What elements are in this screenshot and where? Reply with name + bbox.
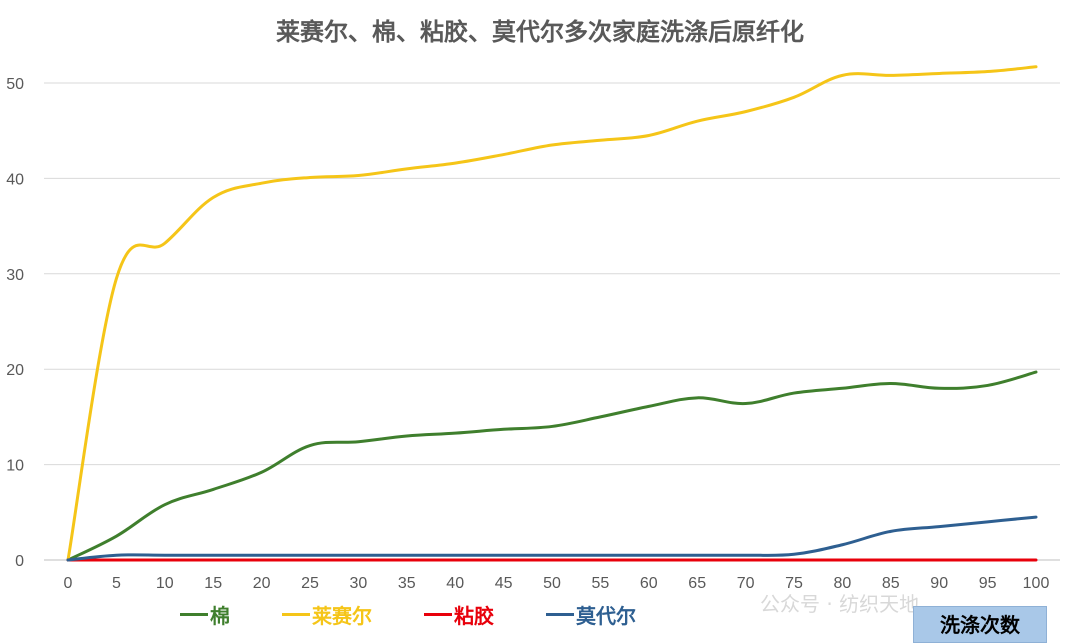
x-tick-label: 0	[64, 575, 73, 592]
y-tick-label: 30	[6, 267, 24, 284]
chart-title: 莱赛尔、棉、粘胶、莫代尔多次家庭洗涤后原纤化	[276, 18, 804, 46]
x-tick-label: 75	[785, 575, 803, 592]
chart-legend: 棉 莱赛尔 粘胶 莫代尔	[180, 600, 636, 629]
legend-swatch-viscose	[424, 613, 452, 616]
y-tick-label: 50	[6, 76, 24, 93]
legend-swatch-modal	[546, 613, 574, 616]
x-tick-label: 5	[112, 575, 121, 592]
x-tick-label: 55	[592, 575, 610, 592]
legend-label-modal: 莫代尔	[576, 604, 636, 628]
legend-item-viscose: 粘胶	[424, 600, 494, 629]
x-tick-label: 70	[737, 575, 755, 592]
y-tick-label: 0	[15, 553, 24, 570]
x-tick-label: 20	[253, 575, 271, 592]
legend-item-modal: 莫代尔	[546, 600, 636, 629]
x-tick-label: 60	[640, 575, 658, 592]
x-tick-label: 90	[930, 575, 948, 592]
line-chart: 0 10 20 30 40 50 0 5 10 15 20 25 30 35 40 45 50 55 60 65 70 7…	[6, 65, 1060, 592]
y-tick-label: 10	[6, 458, 24, 475]
x-tick-label: 10	[156, 575, 174, 592]
series-line-0	[66, 370, 1038, 562]
series-line-3	[66, 515, 1038, 562]
legend-label-viscose: 粘胶	[454, 604, 494, 628]
y-tick-label: 20	[6, 362, 24, 379]
legend-label-cotton: 棉	[210, 604, 230, 628]
legend-item-cotton: 棉	[180, 600, 230, 629]
x-tick-label: 80	[834, 575, 852, 592]
x-tick-label: 50	[543, 575, 561, 592]
x-tick-label: 100	[1023, 575, 1050, 592]
x-axis-label: 洗涤次数	[913, 606, 1047, 643]
x-tick-label: 15	[204, 575, 222, 592]
legend-swatch-cotton	[180, 613, 208, 616]
y-tick-label: 40	[6, 171, 24, 188]
x-tick-label: 40	[446, 575, 464, 592]
x-tick-label: 95	[979, 575, 997, 592]
x-tick-label: 85	[882, 575, 900, 592]
x-tick-label: 35	[398, 575, 416, 592]
legend-label-lyocell: 莱赛尔	[312, 604, 372, 628]
series-line-1	[66, 65, 1038, 562]
watermark: 公众号 · 纺织天地	[760, 592, 920, 616]
x-tick-label: 30	[350, 575, 368, 592]
x-tick-label: 65	[688, 575, 706, 592]
x-tick-label: 45	[495, 575, 513, 592]
legend-swatch-lyocell	[282, 613, 310, 616]
x-tick-label: 25	[301, 575, 319, 592]
legend-item-lyocell: 莱赛尔	[282, 600, 372, 629]
